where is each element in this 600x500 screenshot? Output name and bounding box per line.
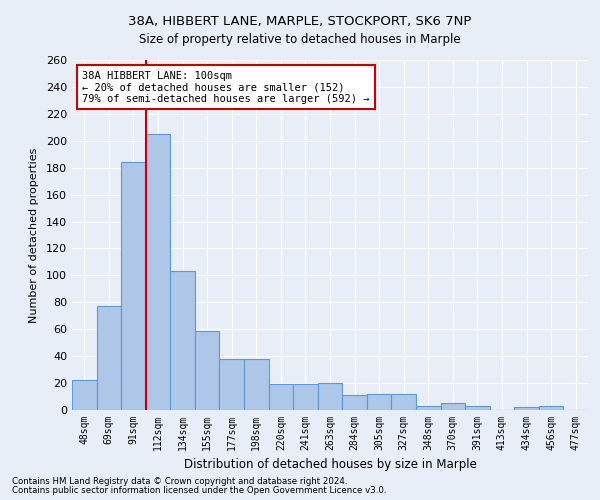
Bar	[146, 134, 170, 410]
Bar	[465, 406, 490, 410]
Bar	[220, 359, 244, 410]
Text: Size of property relative to detached houses in Marple: Size of property relative to detached ho…	[139, 32, 461, 46]
Bar	[391, 394, 416, 410]
Y-axis label: Number of detached properties: Number of detached properties	[29, 148, 39, 322]
Bar	[170, 272, 195, 410]
Bar	[440, 404, 465, 410]
Bar	[72, 380, 97, 410]
Text: Contains public sector information licensed under the Open Government Licence v3: Contains public sector information licen…	[12, 486, 386, 495]
Bar	[121, 162, 146, 410]
Bar	[97, 306, 121, 410]
Bar	[195, 330, 220, 410]
Bar	[342, 395, 367, 410]
Bar	[244, 359, 269, 410]
X-axis label: Distribution of detached houses by size in Marple: Distribution of detached houses by size …	[184, 458, 476, 471]
Bar	[293, 384, 318, 410]
Bar	[514, 408, 539, 410]
Text: 38A, HIBBERT LANE, MARPLE, STOCKPORT, SK6 7NP: 38A, HIBBERT LANE, MARPLE, STOCKPORT, SK…	[128, 15, 472, 28]
Bar	[539, 406, 563, 410]
Bar	[416, 406, 440, 410]
Text: Contains HM Land Registry data © Crown copyright and database right 2024.: Contains HM Land Registry data © Crown c…	[12, 477, 347, 486]
Bar	[269, 384, 293, 410]
Bar	[318, 383, 342, 410]
Bar	[367, 394, 391, 410]
Text: 38A HIBBERT LANE: 100sqm
← 20% of detached houses are smaller (152)
79% of semi-: 38A HIBBERT LANE: 100sqm ← 20% of detach…	[82, 70, 370, 104]
